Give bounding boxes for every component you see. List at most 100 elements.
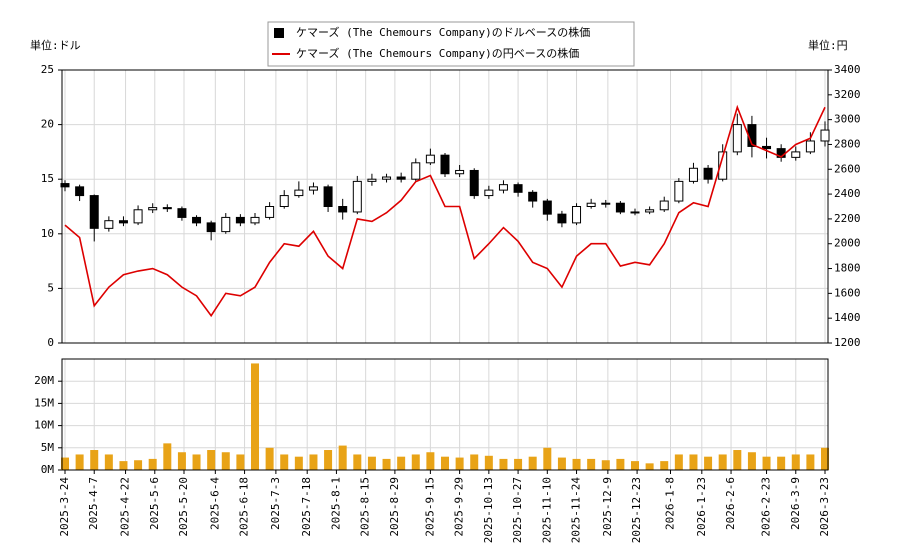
volume-bar <box>104 454 113 470</box>
y-tick-label: 5 <box>47 281 54 294</box>
y2-tick-label: 3400 <box>834 63 861 76</box>
volume-bar <box>645 463 654 470</box>
candle-body <box>396 176 406 180</box>
candle-body <box>425 154 435 164</box>
volume-bar <box>251 363 259 470</box>
candle-body <box>498 184 508 191</box>
volume-bar <box>207 450 216 470</box>
x-tick-label: 2025-10-27 <box>511 477 524 543</box>
volume-bar <box>75 454 84 470</box>
x-tick-label: 2026-1-23 <box>695 477 708 537</box>
volume-bar <box>499 458 508 470</box>
candle-body <box>572 206 582 224</box>
volume-bar <box>236 454 245 470</box>
y-tick-label: 10 <box>41 227 54 240</box>
volume-bar <box>324 450 333 470</box>
x-tick-label: 2025-3-24 <box>58 477 71 537</box>
x-tick-label: 2026-3-9 <box>789 477 802 530</box>
candle-body <box>528 191 538 202</box>
x-tick-label: 2025-12-23 <box>630 477 643 543</box>
candle-body <box>104 220 114 229</box>
x-tick-label: 2025-10-13 <box>482 477 495 543</box>
y-tick-label: 0M <box>41 463 55 476</box>
candle-body <box>732 124 742 153</box>
x-tick-label: 2025-5-6 <box>148 477 161 530</box>
x-tick-label: 2025-7-3 <box>269 477 282 530</box>
candle-body <box>265 206 275 218</box>
candle-body <box>411 162 421 180</box>
x-tick-label: 2025-4-7 <box>87 477 100 530</box>
candle-body <box>820 129 830 142</box>
volume-bar <box>163 443 172 470</box>
candle-body <box>484 189 494 197</box>
x-tick-label: 2025-5-20 <box>177 477 190 537</box>
candle-body <box>645 209 655 213</box>
y2-tick-label: 2800 <box>834 137 861 150</box>
candle-body <box>791 151 801 158</box>
candle-body <box>279 195 289 208</box>
candle-body <box>133 209 143 224</box>
candle-body <box>762 145 772 150</box>
candle-body <box>440 154 450 175</box>
volume-bar <box>587 458 596 470</box>
volume-bar <box>601 460 610 470</box>
x-tick-label: 2025-6-18 <box>238 477 251 537</box>
candle-body <box>148 207 158 211</box>
volume-bar <box>704 456 713 470</box>
x-tick-label: 2025-8-29 <box>388 477 401 537</box>
candle-body <box>513 184 523 193</box>
y2-tick-label: 3000 <box>834 113 861 126</box>
legend-label: ケマーズ (The Chemours Company)のドルベースの株価 <box>296 25 590 39</box>
candle-body <box>75 186 85 197</box>
candle-body <box>294 189 304 197</box>
volume-bar <box>543 447 552 470</box>
candle-body <box>235 216 245 224</box>
candle-body <box>557 213 567 224</box>
y2-tick-label: 2000 <box>834 237 861 250</box>
volume-bar <box>148 458 157 470</box>
price-line <box>64 104 826 318</box>
x-tick-label: 2025-8-15 <box>359 477 372 537</box>
candle-body <box>60 183 70 188</box>
volume-bar <box>631 461 639 470</box>
x-tick-label: 2026-3-23 <box>818 477 831 537</box>
volume-bar <box>484 455 493 470</box>
x-tick-label: 2025-4-22 <box>119 477 132 537</box>
candle-body <box>338 206 348 213</box>
plot-frame <box>61 358 829 471</box>
candle-body <box>688 167 698 182</box>
y2-tick-label: 1600 <box>834 286 861 299</box>
y2-tick-label: 3200 <box>834 88 861 101</box>
candle-body <box>703 167 713 180</box>
volume-bar <box>90 450 99 470</box>
volume-bar <box>674 454 683 470</box>
volume-bar <box>806 454 815 470</box>
y2-tick-label: 2600 <box>834 162 861 175</box>
volume-bar <box>470 454 479 470</box>
x-tick-label: 2025-11-24 <box>570 477 583 544</box>
volume-bar <box>338 445 347 470</box>
candle-body <box>221 216 231 233</box>
volume-bar <box>119 461 128 470</box>
y-tick-label: 15M <box>34 396 54 409</box>
volume-bar <box>777 456 786 470</box>
volume-bar <box>528 456 537 470</box>
volume-bar <box>294 456 303 470</box>
volume-bar <box>455 457 464 470</box>
candle-body <box>542 200 552 215</box>
x-tick-label: 2026-2-6 <box>724 477 737 530</box>
candle-body <box>308 186 318 191</box>
volume-bar <box>821 447 829 470</box>
volume-bar <box>514 458 523 470</box>
candle-body <box>367 178 377 182</box>
volume-bar <box>61 457 69 470</box>
candle-body <box>601 202 611 205</box>
x-tick-label: 2025-8-1 <box>329 477 342 530</box>
volume-bar <box>426 452 435 470</box>
candle-body <box>805 140 815 153</box>
candle-body <box>89 195 99 229</box>
x-tick-label: 2026-2-23 <box>760 477 773 537</box>
y-tick-label: 15 <box>41 172 54 185</box>
